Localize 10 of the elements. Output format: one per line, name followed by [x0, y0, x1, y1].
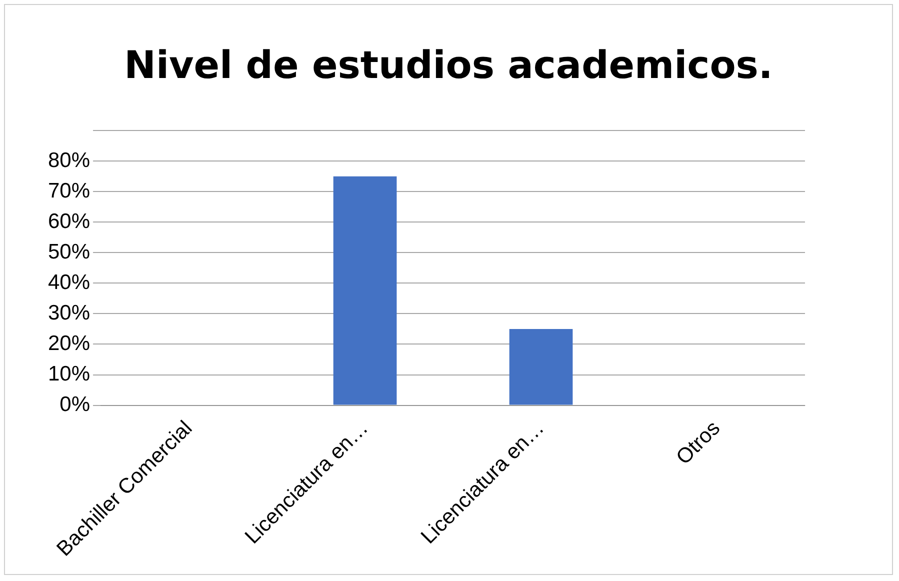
y-tick-label: 10% [48, 362, 90, 386]
y-tick-label: 50% [48, 240, 90, 264]
y-tick-label: 0% [60, 393, 90, 416]
y-tick-label: 30% [48, 302, 90, 325]
chart-title: Nivel de estudios academicos. [123, 43, 774, 87]
y-tick-label: 20% [48, 332, 90, 356]
y-tick-label: 40% [48, 270, 90, 294]
y-tick-label: 70% [48, 179, 90, 202]
y-tick-label: 80% [48, 148, 90, 172]
y-tick-label: 60% [48, 210, 90, 233]
